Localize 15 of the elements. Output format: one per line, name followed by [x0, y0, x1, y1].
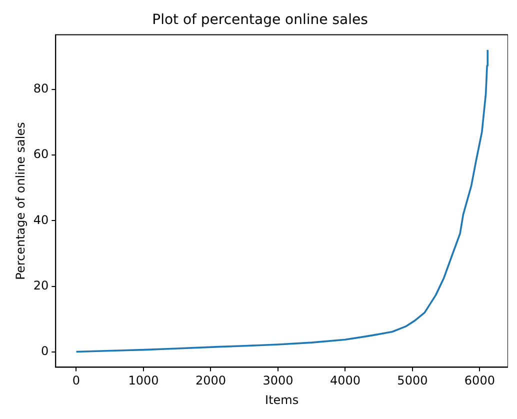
y-tick-label: 40	[33, 212, 49, 227]
x-axis-title: Items	[265, 392, 299, 407]
x-tick-label: 3000	[262, 374, 294, 388]
x-tick-label: 6000	[464, 374, 495, 388]
y-tick-label: 0	[41, 344, 49, 358]
x-tick-label: 4000	[330, 374, 360, 388]
x-tick-label: 1000	[128, 374, 159, 388]
y-axis-title: Percentage of online sales	[13, 122, 28, 280]
chart-title: Plot of percentage online sales	[152, 12, 368, 28]
x-tick-label: 5000	[397, 374, 428, 388]
x-tick-label: 0	[72, 374, 80, 388]
y-tick-label: 20	[33, 278, 49, 293]
y-tick-label: 80	[33, 81, 49, 96]
y-tick-label: 60	[33, 147, 49, 162]
x-tick-label: 2000	[195, 374, 226, 388]
